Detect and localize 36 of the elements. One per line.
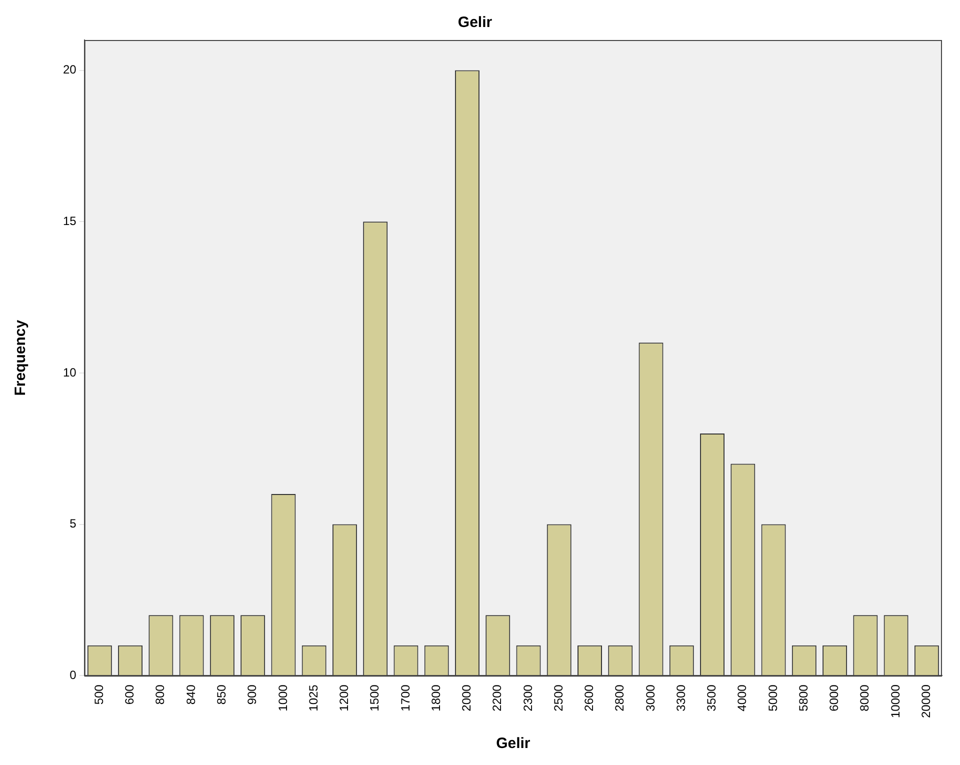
- y-tick-label: 10: [62, 365, 77, 380]
- y-axis-title: Frequency: [12, 319, 30, 396]
- y-tick-label: 5: [70, 516, 77, 531]
- x-axis-title: Gelir: [496, 735, 530, 752]
- x-tick-label: 5000: [766, 684, 780, 712]
- x-tick-label: 1025: [306, 684, 320, 712]
- x-tick-label: 3500: [704, 684, 719, 712]
- x-tick-label: 1500: [368, 684, 382, 712]
- x-tick-label: 1000: [276, 684, 290, 712]
- y-tick-label: 20: [62, 62, 77, 77]
- x-tick-label: 850: [214, 684, 228, 705]
- x-tick-label: 5800: [796, 684, 810, 712]
- x-tick-label: 900: [245, 684, 260, 705]
- x-tick-label: 840: [184, 684, 198, 705]
- x-tick-label: 8000: [858, 684, 872, 712]
- x-tick-label: 500: [92, 684, 106, 705]
- x-tick-label: 2500: [551, 684, 566, 712]
- x-tick-label: 800: [153, 684, 168, 705]
- x-tick-label: 20000: [918, 684, 933, 718]
- x-tick-label: 3000: [643, 684, 658, 712]
- x-tick-label: 2000: [460, 684, 474, 712]
- y-tick-label: 0: [70, 668, 77, 682]
- x-tick-label: 4000: [735, 684, 750, 712]
- x-tick-label: 1800: [428, 684, 443, 712]
- x-tick-label: 2200: [490, 684, 504, 712]
- y-tick-label: 15: [62, 214, 77, 228]
- x-tick-label: 2800: [612, 684, 627, 712]
- chart-title: Gelir: [458, 14, 492, 32]
- x-tick-label: 1700: [398, 684, 412, 712]
- x-tick-label: 1200: [337, 684, 352, 712]
- x-tick-label: 3300: [674, 684, 688, 712]
- x-tick-label: 600: [122, 684, 137, 705]
- x-tick-label: 6000: [827, 684, 842, 712]
- x-tick-label: 10000: [888, 684, 902, 718]
- x-tick-label: 2300: [520, 684, 535, 712]
- x-tick-label: 2600: [582, 684, 596, 712]
